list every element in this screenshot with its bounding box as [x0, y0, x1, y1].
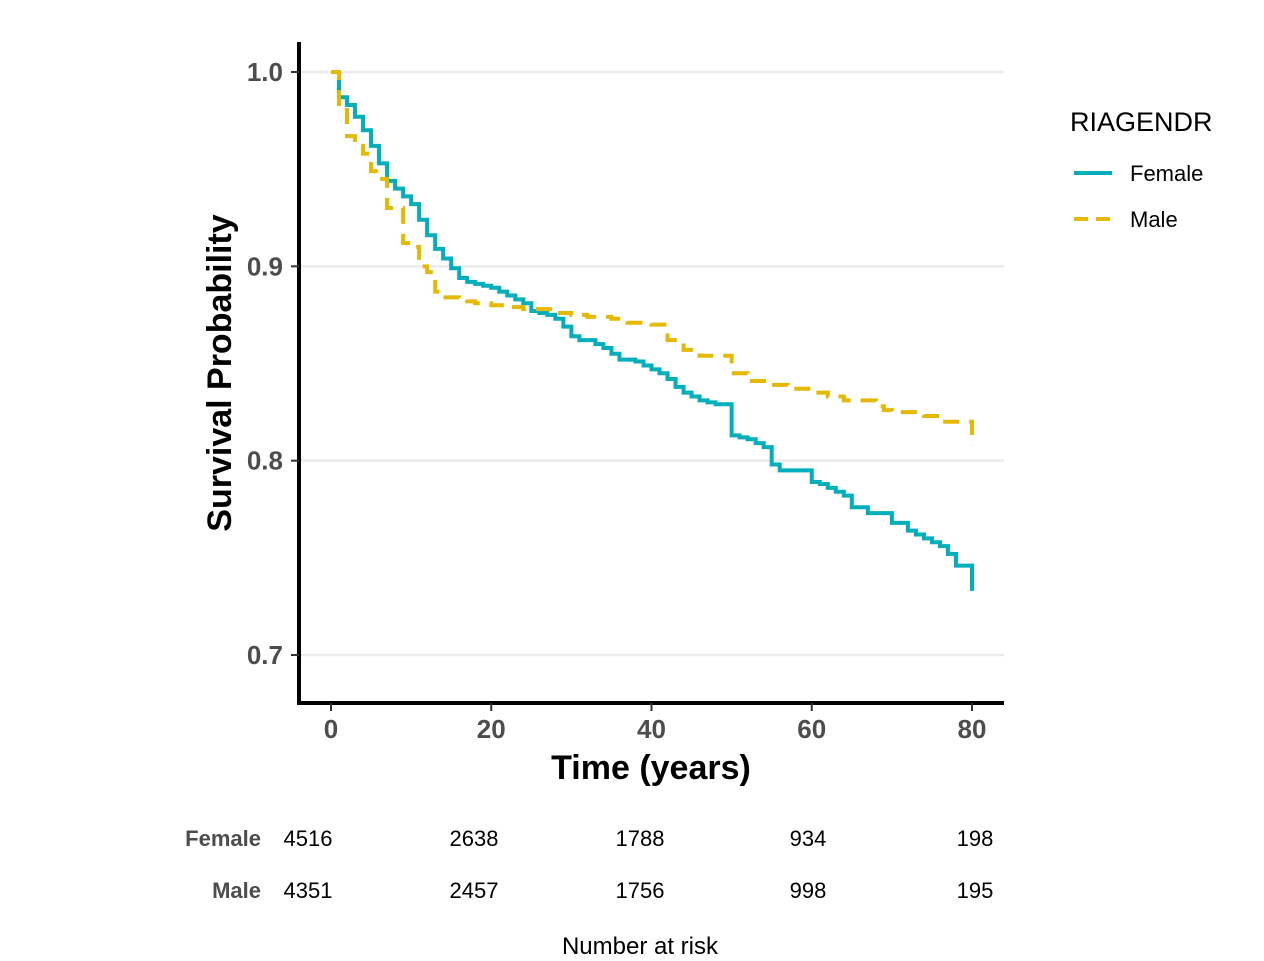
- risk-table-value: 934: [790, 826, 827, 851]
- x-tick-label: 80: [958, 714, 987, 744]
- risk-table-value: 195: [957, 878, 994, 903]
- x-tick-label: 60: [797, 714, 826, 744]
- x-tick-label: 40: [637, 714, 666, 744]
- risk-table-group-male: Male: [212, 878, 261, 903]
- y-tick-label: 0.8: [247, 446, 283, 476]
- legend-label-male: Male: [1130, 207, 1178, 232]
- risk-table-value: 1756: [616, 878, 665, 903]
- risk-table-value: 4351: [284, 878, 333, 903]
- risk-table: Female 4516 2638 1788 934 198 Male 4351 2457 1756…: [185, 826, 993, 903]
- risk-table-group-female: Female: [185, 826, 261, 851]
- survival-curves: [331, 70, 974, 591]
- risk-table-value: 198: [957, 826, 994, 851]
- x-tick-label: 0: [324, 714, 338, 744]
- risk-table-value: 2457: [450, 878, 499, 903]
- risk-table-value: 1788: [616, 826, 665, 851]
- survival-curve-male: [331, 70, 974, 446]
- y-tick-label: 1.0: [247, 57, 283, 87]
- gridlines: [299, 70, 1004, 657]
- survival-curve-female: [331, 70, 974, 591]
- y-tick-label: 0.9: [247, 251, 283, 281]
- x-axis-title: Time (years): [551, 749, 751, 787]
- risk-table-title: Number at risk: [562, 933, 719, 960]
- x-tick-label: 20: [477, 714, 506, 744]
- axes: [297, 42, 1004, 705]
- risk-table-value: 998: [790, 878, 827, 903]
- legend: RIAGENDR Female Male: [1070, 107, 1213, 232]
- y-axis-title: Survival Probability: [201, 214, 239, 532]
- legend-title: RIAGENDR: [1070, 107, 1213, 137]
- y-tick-label: 0.7: [247, 640, 283, 670]
- ticks: 0.7 0.8 0.9 1.0 0 20 40 60 80: [247, 57, 987, 744]
- legend-label-female: Female: [1130, 161, 1203, 186]
- risk-table-value: 2638: [450, 826, 499, 851]
- risk-table-value: 4516: [284, 826, 333, 851]
